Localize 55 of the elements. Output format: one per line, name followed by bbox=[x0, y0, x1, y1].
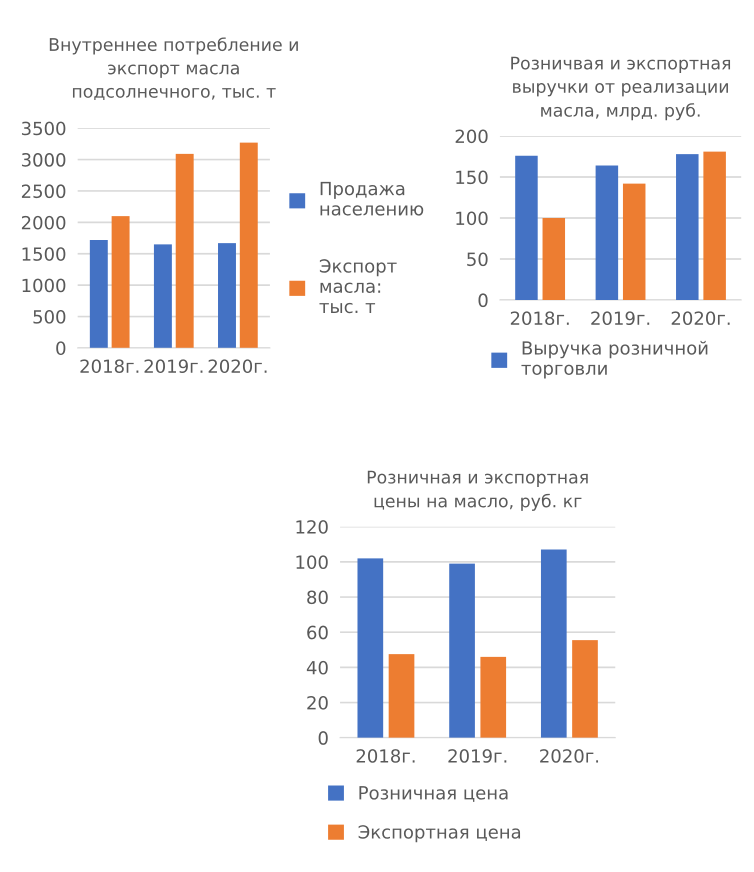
y-tick-label: 0 bbox=[478, 293, 488, 308]
chart-title: Розничвая и экспортная выручки от реализации масла, млрд. руб. bbox=[511, 56, 730, 120]
y-tick-label: 2000 bbox=[22, 216, 66, 230]
bar bbox=[676, 154, 699, 300]
bar bbox=[154, 244, 172, 348]
y-tick-label: 2500 bbox=[22, 184, 66, 198]
x-tick-label: 2020г. bbox=[540, 749, 598, 763]
y-tick-label: 1000 bbox=[22, 278, 66, 292]
y-tick-label: 200 bbox=[456, 129, 488, 144]
y-tick-label: 0 bbox=[318, 731, 328, 745]
bar bbox=[572, 640, 598, 738]
legend-label: Продажа населению bbox=[320, 182, 424, 216]
x-tick-label: 2019г. bbox=[591, 311, 650, 326]
legend-label: Розничная цена bbox=[359, 786, 508, 802]
bar bbox=[622, 184, 646, 300]
bar bbox=[176, 154, 194, 348]
x-tick-label: 2018г. bbox=[80, 359, 138, 374]
chart-title: Внутреннее потребление и экспорт масла подсолнечного, тыс. т bbox=[50, 37, 298, 100]
bar bbox=[388, 654, 414, 738]
y-tick-label: 150 bbox=[456, 170, 488, 184]
bar bbox=[112, 216, 130, 348]
x-tick-label: 2020г. bbox=[672, 311, 730, 326]
bar bbox=[480, 656, 506, 738]
bar bbox=[703, 152, 726, 300]
chart-title: Розничная и экспортная цены на масло, руб. кг bbox=[368, 470, 588, 511]
bar bbox=[542, 218, 566, 300]
y-tick-label: 60 bbox=[307, 626, 328, 640]
x-tick-label: 2019г. bbox=[144, 359, 202, 374]
bar bbox=[449, 564, 475, 738]
y-tick-label: 0 bbox=[56, 341, 66, 356]
y-tick-label: 3500 bbox=[22, 122, 66, 136]
y-tick-label: 80 bbox=[307, 590, 328, 604]
y-tick-label: 20 bbox=[307, 696, 328, 710]
y-tick-label: 500 bbox=[33, 310, 66, 324]
x-tick-label: 2019г. bbox=[448, 749, 506, 763]
y-tick-label: 120 bbox=[296, 520, 328, 534]
y-tick-label: 100 bbox=[456, 211, 488, 226]
bar bbox=[90, 240, 108, 348]
y-tick-label: 100 bbox=[296, 555, 328, 569]
y-tick-label: 40 bbox=[306, 660, 328, 674]
x-tick-label: 2020г. bbox=[208, 359, 267, 374]
legend-label: Экспорт масла: тыс. т bbox=[319, 259, 397, 314]
x-tick-label: 2018г. bbox=[356, 749, 415, 763]
bar bbox=[540, 550, 567, 738]
legend-label: Экспортная цена bbox=[358, 825, 520, 842]
y-tick-label: 3000 bbox=[22, 153, 66, 167]
x-tick-label: 2018г. bbox=[510, 311, 569, 326]
bar bbox=[218, 243, 236, 348]
y-tick-label: 1500 bbox=[22, 247, 66, 261]
bar bbox=[240, 142, 258, 348]
bar bbox=[357, 558, 384, 738]
y-tick-label: 50 bbox=[467, 252, 488, 266]
bar bbox=[515, 156, 538, 300]
legend-label: Выручка розничной торговли bbox=[521, 340, 708, 378]
bar bbox=[596, 166, 618, 300]
